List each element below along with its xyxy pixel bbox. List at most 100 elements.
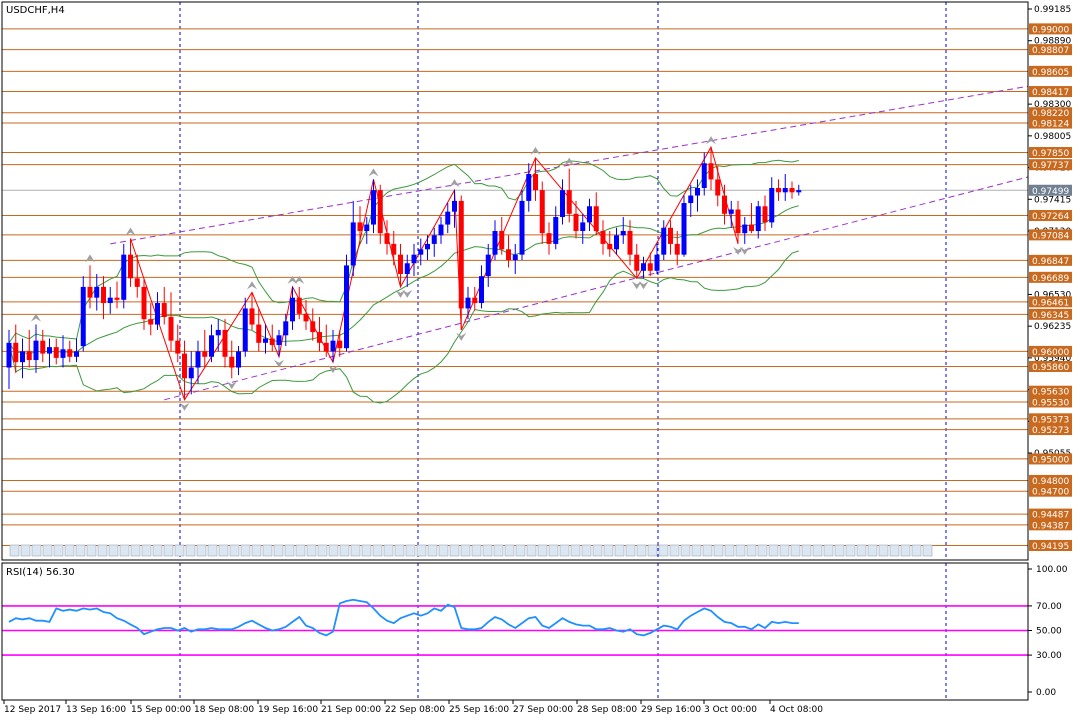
level-price-label: 0.98417 — [1032, 88, 1069, 98]
time-label-box — [592, 544, 603, 557]
candle-body — [600, 231, 606, 244]
candle-body — [506, 249, 511, 261]
time-label-box — [394, 544, 405, 557]
level-price-box — [1029, 345, 1072, 357]
level-price-label: 0.97737 — [1032, 161, 1069, 171]
level-price-box — [1029, 453, 1072, 465]
candle-body — [276, 335, 282, 345]
y-tick-label: 0.98890 — [1034, 37, 1071, 47]
level-price-box — [1029, 360, 1072, 372]
time-label-box — [504, 544, 515, 557]
level-price-label: 0.97264 — [1032, 212, 1069, 222]
candle-body — [337, 340, 343, 349]
time-label-box — [86, 544, 97, 557]
time-label-box — [856, 544, 867, 557]
candle-body — [303, 313, 309, 322]
candle-body — [344, 265, 349, 349]
level-price-box — [1029, 117, 1072, 129]
candle-body — [263, 338, 268, 343]
level-price-label: 0.94387 — [1032, 521, 1069, 531]
time-label-box — [911, 544, 922, 557]
bollinger-lower — [8, 250, 799, 404]
candle-body — [128, 254, 133, 279]
candle-body — [107, 297, 113, 304]
candle-body — [749, 224, 754, 232]
candle-body — [519, 200, 525, 255]
indicators-overlay — [8, 85, 1028, 411]
channel-lower-line — [164, 176, 1028, 401]
rsi-panel[interactable]: RSI(14) 56.30 100.00 70.00 50.00 30.00 0.00 — [1, 562, 1068, 701]
time-label-box — [537, 544, 548, 557]
candle-body — [364, 224, 370, 232]
price-panel[interactable]: USDCHF,H4 0.99185 0.98890 0.98300 0.98005 0.… — [1, 1, 1072, 561]
time-label-box — [240, 544, 251, 557]
candle-body — [546, 233, 552, 244]
candles — [6, 147, 802, 400]
level-price-label: 0.96000 — [1032, 348, 1069, 358]
time-label-box — [691, 544, 702, 557]
rsi-tick-label: 100.00 — [1036, 565, 1068, 575]
time-label-box — [845, 544, 856, 557]
time-label-box — [372, 544, 383, 557]
fractal-up-icon — [706, 136, 716, 145]
candle-body — [40, 340, 46, 354]
time-label-box — [724, 544, 735, 557]
time-label-box — [273, 544, 284, 557]
candle-body — [53, 347, 59, 358]
candle-body — [674, 243, 680, 255]
candle-body — [101, 286, 106, 304]
candle-body — [209, 335, 214, 357]
time-label-box — [625, 544, 636, 557]
fractal-up-icon — [368, 168, 379, 177]
time-label-box — [383, 544, 394, 557]
fractal-down-icon — [402, 289, 413, 298]
time-label-box — [482, 544, 493, 557]
candle-body — [290, 297, 295, 322]
time-label-box — [581, 544, 592, 557]
time-label-box — [185, 544, 196, 557]
candle-body — [236, 351, 241, 368]
candle-body — [404, 263, 410, 275]
candle-body — [688, 195, 694, 204]
fractal-down-icon — [456, 332, 467, 341]
candle-body — [526, 174, 532, 201]
rsi-tick-label: 0.00 — [1036, 688, 1056, 698]
level-price-label: 0.98605 — [1032, 68, 1069, 78]
price-panel-frame — [1, 1, 1029, 561]
rsi-axis: 100.00 70.00 50.00 30.00 0.00 — [1028, 565, 1068, 698]
time-label-box — [108, 544, 119, 557]
candle-body — [242, 308, 248, 352]
time-label-box — [922, 544, 933, 557]
time-label-box — [119, 544, 130, 557]
candle-body — [229, 356, 235, 368]
candle-body — [13, 342, 19, 363]
channel-upper-line — [110, 85, 1028, 245]
level-price-box — [1029, 508, 1072, 520]
fractal-up-icon — [530, 146, 541, 155]
x-tick-label: 27 Sep 00:00 — [513, 705, 573, 715]
candle-body — [661, 227, 667, 255]
fractal-down-icon — [631, 281, 642, 290]
current-price-box — [1029, 184, 1072, 196]
candle-body — [796, 190, 802, 193]
time-label-box — [636, 544, 647, 557]
x-tick-label: 22 Sep 08:00 — [385, 705, 445, 715]
level-price-label: 0.99000 — [1032, 25, 1069, 35]
candle-body — [155, 303, 160, 325]
candle-body — [371, 190, 376, 225]
candle-body — [398, 254, 403, 275]
time-label-box — [361, 544, 372, 557]
level-price-label: 0.96689 — [1032, 274, 1069, 284]
y-tick-label: 0.98005 — [1034, 132, 1071, 142]
time-label-box — [405, 544, 416, 557]
time-label-box — [669, 544, 680, 557]
time-label-box — [735, 544, 746, 557]
y-tick-label: 0.97415 — [1034, 195, 1071, 205]
level-price-label: 0.98807 — [1032, 46, 1069, 56]
level-price-box — [1029, 474, 1072, 486]
candle-body — [641, 263, 646, 271]
candle-body — [249, 308, 255, 325]
level-price-label: 0.96847 — [1032, 257, 1069, 267]
fractal-up-icon — [287, 275, 298, 284]
